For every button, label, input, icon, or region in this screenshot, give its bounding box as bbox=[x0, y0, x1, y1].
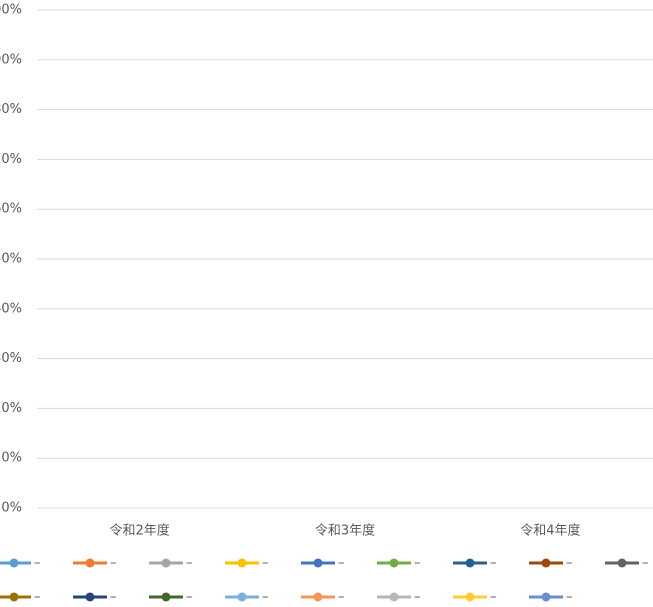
legend-marker bbox=[9, 558, 19, 568]
legend-marker bbox=[617, 558, 627, 568]
legend-label: – bbox=[338, 556, 345, 571]
legend-label: – bbox=[110, 556, 117, 571]
y-tick-label: 90% bbox=[0, 52, 22, 67]
legend-label: – bbox=[414, 590, 421, 605]
legend-label: – bbox=[186, 556, 193, 571]
legend-marker bbox=[9, 592, 19, 602]
legend-marker bbox=[85, 558, 95, 568]
legend-label: – bbox=[566, 590, 573, 605]
legend-marker bbox=[389, 558, 399, 568]
legend-label: – bbox=[642, 556, 649, 571]
legend-label: – bbox=[262, 556, 269, 571]
legend-label: – bbox=[34, 590, 41, 605]
y-tick-label: 80% bbox=[0, 102, 22, 117]
legend-label: – bbox=[414, 556, 421, 571]
y-tick-label: 20% bbox=[0, 401, 22, 416]
y-tick-label: 100% bbox=[0, 3, 22, 18]
legend-label: – bbox=[186, 590, 193, 605]
legend-marker bbox=[237, 592, 247, 602]
legend-marker bbox=[465, 558, 475, 568]
y-tick-label: 30% bbox=[0, 351, 22, 366]
legend-label: – bbox=[262, 590, 269, 605]
legend-label: – bbox=[566, 556, 573, 571]
legend-marker bbox=[237, 558, 247, 568]
x-tick-label: 令和3年度 bbox=[315, 523, 375, 539]
legend-marker bbox=[313, 592, 323, 602]
y-tick-label: 60% bbox=[0, 202, 22, 217]
legend-label: – bbox=[490, 556, 497, 571]
legend-marker bbox=[313, 558, 323, 568]
legend-marker bbox=[161, 592, 171, 602]
y-tick-label: 70% bbox=[0, 152, 22, 167]
legend-marker bbox=[85, 592, 95, 602]
y-tick-label: 10% bbox=[0, 451, 22, 466]
legend-marker bbox=[541, 558, 551, 568]
legend-label: – bbox=[338, 590, 345, 605]
x-tick-label: 令和2年度 bbox=[110, 523, 170, 539]
legend-marker bbox=[389, 592, 399, 602]
legend-label: – bbox=[490, 590, 497, 605]
x-tick-label: 令和4年度 bbox=[520, 523, 580, 539]
legend-label: – bbox=[110, 590, 117, 605]
legend-marker bbox=[541, 592, 551, 602]
y-tick-label: 0% bbox=[1, 501, 22, 516]
legend-marker bbox=[465, 592, 475, 602]
y-tick-label: 40% bbox=[0, 301, 22, 316]
y-tick-label: 50% bbox=[0, 252, 22, 267]
legend-label: – bbox=[34, 556, 41, 571]
legend-marker bbox=[161, 558, 171, 568]
